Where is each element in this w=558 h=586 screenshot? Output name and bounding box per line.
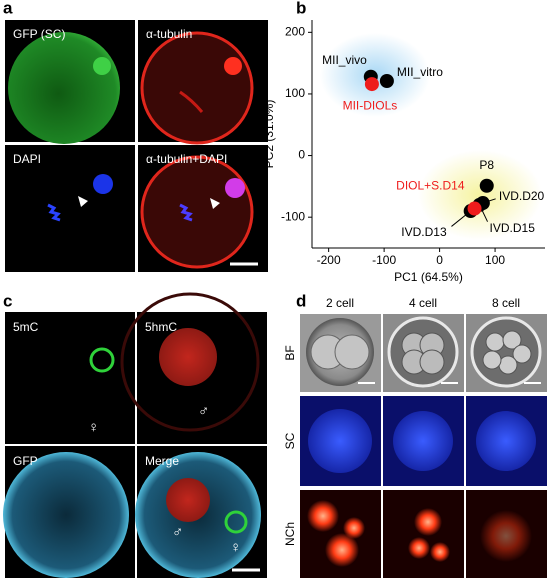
image-label: 5hmC	[145, 320, 177, 334]
x-tick-label: 0	[436, 253, 443, 267]
panel-label: c	[3, 291, 12, 310]
x-tick-label: -100	[372, 253, 396, 267]
panel-c	[3, 292, 267, 578]
sex-symbol: ♂	[172, 524, 183, 541]
panel-label: d	[296, 291, 306, 310]
panel-label: a	[3, 0, 13, 17]
point-label: IVD.D13	[401, 225, 447, 239]
image-label: α-tubulin+DAPI	[146, 152, 227, 166]
x-tick-label: 100	[485, 253, 505, 267]
y-tick-label: 200	[285, 24, 305, 38]
point-label: MII_vivo	[322, 53, 367, 67]
point-label: IVD.D15	[490, 221, 536, 235]
x-tick-label: -200	[317, 253, 341, 267]
point-label: DIOL+S.D14	[396, 179, 465, 193]
column-header: 8 cell	[492, 296, 520, 310]
y-tick-label: 100	[285, 86, 305, 100]
sex-symbol: ♂	[198, 403, 209, 420]
panel-a	[5, 20, 268, 272]
row-header: SC	[283, 432, 297, 449]
point-label: MII_vitro	[397, 65, 443, 79]
point-label: P8	[479, 158, 494, 172]
image-label: GFP	[13, 454, 38, 468]
image-label: α-tubulin	[146, 27, 192, 41]
image-label: Merge	[145, 454, 179, 468]
image-label: 5mC	[13, 320, 39, 334]
leader-line	[451, 210, 471, 227]
panel-label: b	[296, 0, 306, 17]
sex-symbol: ♀	[88, 419, 99, 436]
row-header: NCh	[283, 522, 297, 546]
pca-chart: -100 0 100 200 -200 -100 0 100 PC1 (64.5%) PC2 (3…	[262, 20, 545, 284]
row-header: BF	[283, 345, 297, 360]
y-axis-label: PC2 (31.0%)	[262, 100, 276, 169]
y-tick-label: -100	[281, 209, 305, 223]
point	[379, 74, 394, 89]
column-header: 2 cell	[326, 296, 354, 310]
point	[479, 178, 494, 193]
y-tick-label: 0	[298, 148, 305, 162]
point-label: MII-DIOLs	[343, 98, 398, 112]
point	[364, 77, 379, 92]
x-axis-label: PC1 (64.5%)	[394, 270, 463, 284]
point	[467, 201, 482, 216]
cluster-glow	[418, 150, 542, 240]
panel-d	[300, 314, 547, 578]
image-label: GFP (SC)	[13, 27, 65, 41]
image-label: DAPI	[13, 152, 41, 166]
column-header: 4 cell	[409, 296, 437, 310]
point-label: IVD.D20	[499, 189, 545, 203]
sex-symbol: ♀	[230, 539, 241, 556]
